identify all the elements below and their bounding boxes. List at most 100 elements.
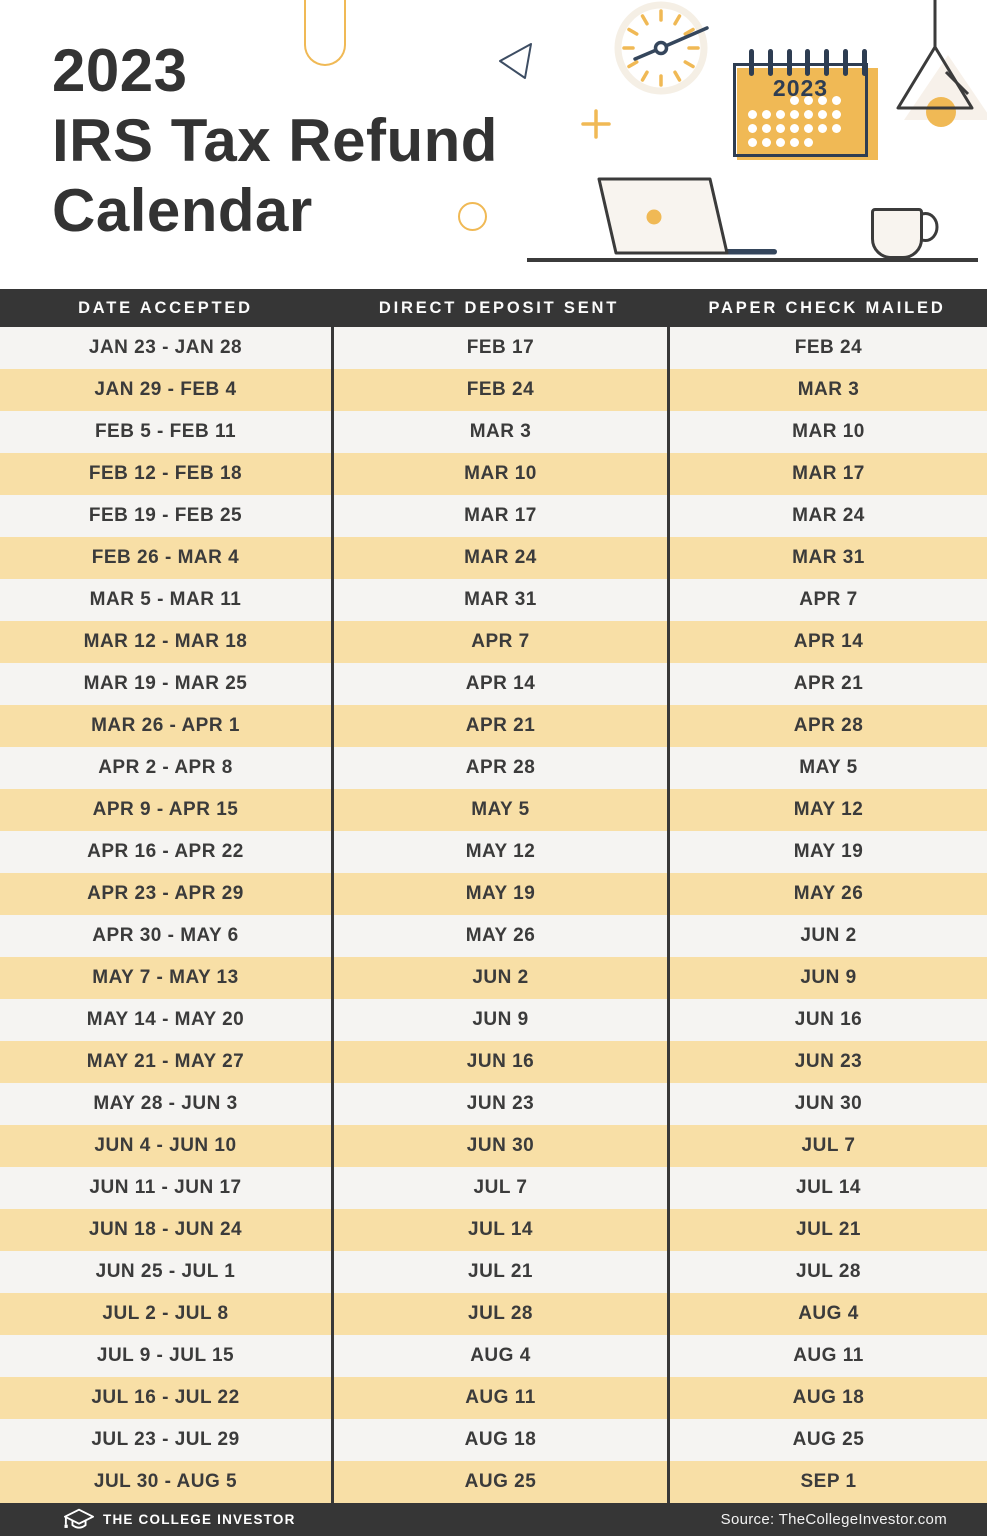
- clock-tick: [627, 60, 639, 69]
- calendar-dot: [832, 110, 841, 119]
- clock-tick: [673, 70, 682, 82]
- table-row: JUL 16 - JUL 22 AUG 11 AUG 18: [0, 1377, 987, 1419]
- table-row: FEB 26 - MAR 4 MAR 24 MAR 31: [0, 537, 987, 579]
- table-cell: APR 14: [331, 663, 667, 705]
- mug-body: [871, 208, 923, 259]
- calendar-dot: [790, 96, 799, 105]
- table-row: JUN 18 - JUN 24 JUL 14 JUL 21: [0, 1209, 987, 1251]
- table-cell: JUL 30 - AUG 5: [93, 1471, 238, 1492]
- paper-plane-icon: [499, 43, 532, 79]
- table-cell: AUG 18: [667, 1377, 987, 1419]
- table-cell: AUG 25: [331, 1461, 667, 1503]
- clock-tick: [640, 70, 649, 82]
- table-cell: JAN 29 - FEB 4: [94, 379, 237, 400]
- table-cell: MAR 10: [667, 411, 987, 453]
- page-title-line: Calendar: [52, 177, 313, 244]
- table-cell: MAR 10: [331, 453, 667, 495]
- table-cell: APR 9 - APR 15: [92, 799, 239, 820]
- table-row: MAR 19 - MAR 25 APR 14 APR 21: [0, 663, 987, 705]
- table-cell: MAY 19: [667, 831, 987, 873]
- table-cell: APR 14: [667, 621, 987, 663]
- table-cell: MAR 24: [667, 495, 987, 537]
- binding-ring: [861, 49, 867, 76]
- calendar-dot: [804, 138, 813, 147]
- binding-ring: [843, 49, 849, 76]
- clock-tick: [683, 60, 695, 69]
- table-cell: JUN 30: [667, 1083, 987, 1125]
- refund-table-body: JAN 23 - JAN 28 FEB 17 FEB 24 JAN 29 - FEB …: [0, 327, 987, 1503]
- table-cell: MAY 5: [331, 789, 667, 831]
- calendar-binding-rings: [749, 49, 867, 76]
- table-cell: MAR 31: [331, 579, 667, 621]
- table-cell: MAR 5 - MAR 11: [89, 589, 242, 610]
- table-row: APR 23 - APR 29 MAY 19 MAY 26: [0, 873, 987, 915]
- table-cell: APR 28: [331, 747, 667, 789]
- table-cell: APR 7: [667, 579, 987, 621]
- table-cell: JUL 28: [667, 1251, 987, 1293]
- table-cell: JUL 14: [331, 1209, 667, 1251]
- table-row: FEB 5 - FEB 11 MAR 3 MAR 10: [0, 411, 987, 453]
- clock-ticks: [622, 9, 700, 87]
- calendar-dot: [818, 124, 827, 133]
- table-cell: AUG 11: [667, 1335, 987, 1377]
- table-row: APR 16 - APR 22 MAY 12 MAY 19: [0, 831, 987, 873]
- clock-tick: [627, 27, 639, 36]
- binding-ring: [749, 49, 754, 76]
- binding-ring: [805, 49, 811, 76]
- table-cell: MAY 19: [331, 873, 667, 915]
- calendar-dot-row: [748, 96, 841, 105]
- binding-ring: [786, 49, 792, 76]
- calendar-dot: [804, 110, 813, 119]
- column-header: DATE ACCEPTED: [78, 298, 253, 317]
- table-row: MAY 14 - MAY 20 JUN 9 JUN 16: [0, 999, 987, 1041]
- table-cell: MAY 26: [667, 873, 987, 915]
- table-cell: MAR 24: [331, 537, 667, 579]
- table-cell: JUN 16: [331, 1041, 667, 1083]
- circle-icon: [458, 202, 487, 231]
- table-cell: MAR 26 - APR 1: [91, 715, 240, 736]
- table-row: JAN 29 - FEB 4 FEB 24 MAR 3: [0, 369, 987, 411]
- calendar-dot: [832, 124, 841, 133]
- table-cell: JUN 2: [667, 915, 987, 957]
- table-row: APR 30 - MAY 6 MAY 26 JUN 2: [0, 915, 987, 957]
- footer-bar: THE COLLEGE INVESTOR Source: TheCollegeI…: [0, 1503, 987, 1536]
- calendar-dot: [832, 96, 841, 105]
- table-cell: APR 16 - APR 22: [87, 841, 244, 862]
- brand-name: THE COLLEGE INVESTOR: [103, 1512, 296, 1527]
- source-credit: Source: TheCollegeInvestor.com: [720, 1511, 947, 1528]
- calendar-dot: [804, 96, 813, 105]
- table-cell: JUL 7: [331, 1167, 667, 1209]
- table-cell: JUN 25 - JUL 1: [95, 1261, 236, 1282]
- calendar-dot-row: [748, 124, 841, 133]
- table-row: APR 9 - APR 15 MAY 5 MAY 12: [0, 789, 987, 831]
- table-cell: JUL 9 - JUL 15: [96, 1345, 235, 1366]
- table-cell: MAR 3: [331, 411, 667, 453]
- binding-ring: [767, 49, 773, 76]
- column-header: PAPER CHECK MAILED: [708, 298, 946, 317]
- desk-calendar-icon: 2023: [733, 45, 890, 167]
- table-cell: FEB 24: [331, 369, 667, 411]
- table-cell: JUL 28: [331, 1293, 667, 1335]
- table-row: MAR 26 - APR 1 APR 21 APR 28: [0, 705, 987, 747]
- table-cell: MAY 14 - MAY 20: [86, 1009, 245, 1030]
- table-cell: JUL 23 - JUL 29: [91, 1429, 240, 1450]
- page-title-line: 2023: [52, 37, 188, 104]
- table-cell: JUL 21: [331, 1251, 667, 1293]
- table-cell: JUN 23: [331, 1083, 667, 1125]
- hero-section: 2023 IRS Tax Refund Calendar 2023: [0, 0, 987, 289]
- table-cell: MAR 12 - MAR 18: [83, 631, 248, 652]
- clock-tick: [640, 14, 649, 26]
- pendant-lamp-icon: [896, 0, 987, 127]
- table-cell: AUG 25: [667, 1419, 987, 1461]
- clock-icon: [614, 1, 709, 95]
- calendar-dot: [762, 110, 771, 119]
- calendar-dot: [776, 138, 785, 147]
- table-cell: JUL 16 - JUL 22: [91, 1387, 240, 1408]
- table-cell: AUG 11: [331, 1377, 667, 1419]
- table-cell: JUN 16: [667, 999, 987, 1041]
- laptop-icon: [597, 177, 777, 255]
- table-row: MAY 7 - MAY 13 JUN 2 JUN 9: [0, 957, 987, 999]
- table-cell: JUN 18 - JUN 24: [88, 1219, 243, 1240]
- table-row: APR 2 - APR 8 APR 28 MAY 5: [0, 747, 987, 789]
